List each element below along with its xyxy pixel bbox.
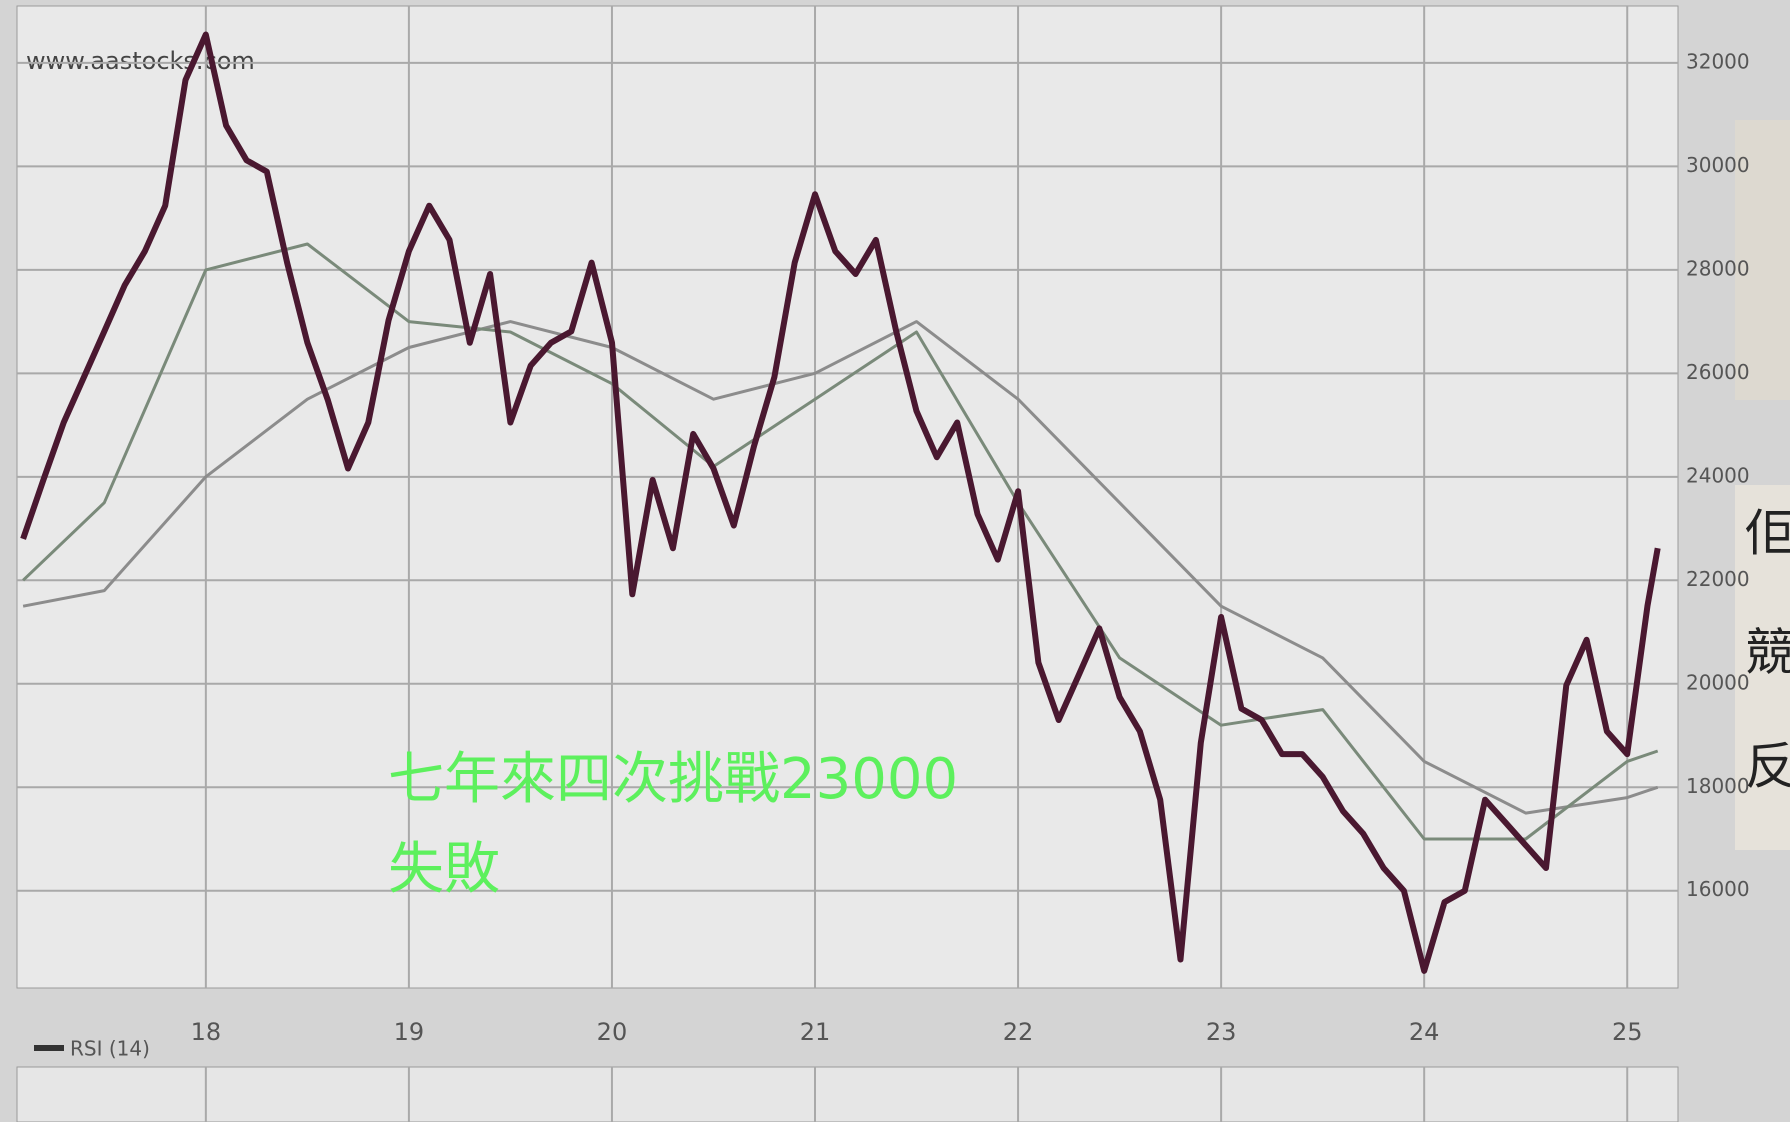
line [22,320,1659,815]
side-panel [1735,120,1790,400]
y-tick-label: 16000 [1686,877,1750,901]
x-tick-label: 24 [1409,1018,1440,1046]
line [22,242,1659,841]
y-tick-label: 28000 [1686,256,1750,280]
x-tick-label: 19 [394,1018,425,1046]
y-tick-label: 20000 [1686,670,1750,694]
rsi-panel [16,1066,1679,1122]
line [20,31,1661,974]
y-tick-label: 30000 [1686,153,1750,177]
side-text: 競 [1745,624,1790,682]
side-panel [1735,485,1790,850]
annotation: 失敗 [388,837,500,902]
x-tick-label: 25 [1612,1018,1643,1046]
annotation: 七年來四次挑戰23000 [388,747,958,812]
x-tick-label: 20 [597,1018,628,1046]
y-tick-label: 24000 [1686,463,1750,487]
x-tick-label: 23 [1206,1018,1237,1046]
x-tick-label: 21 [800,1018,831,1046]
plot-area [16,5,1679,989]
x-tick-label: 18 [191,1018,222,1046]
y-tick-label: 32000 [1686,49,1750,73]
rsi-label: RSI (14) [70,1037,150,1061]
y-tick-label: 18000 [1686,774,1750,798]
side-text: 反 [1745,738,1790,796]
x-tick-label: 22 [1003,1018,1034,1046]
y-tick-label: 22000 [1686,567,1750,591]
side-text: 佢 [1745,505,1790,563]
source: www.aastocks.com [26,47,255,75]
plot: 16000 18000 20000 22000 24000 26000 28000 30000… [17,6,1750,1122]
rsi-swatch [34,1045,64,1051]
y-tick-label: 26000 [1686,360,1750,384]
